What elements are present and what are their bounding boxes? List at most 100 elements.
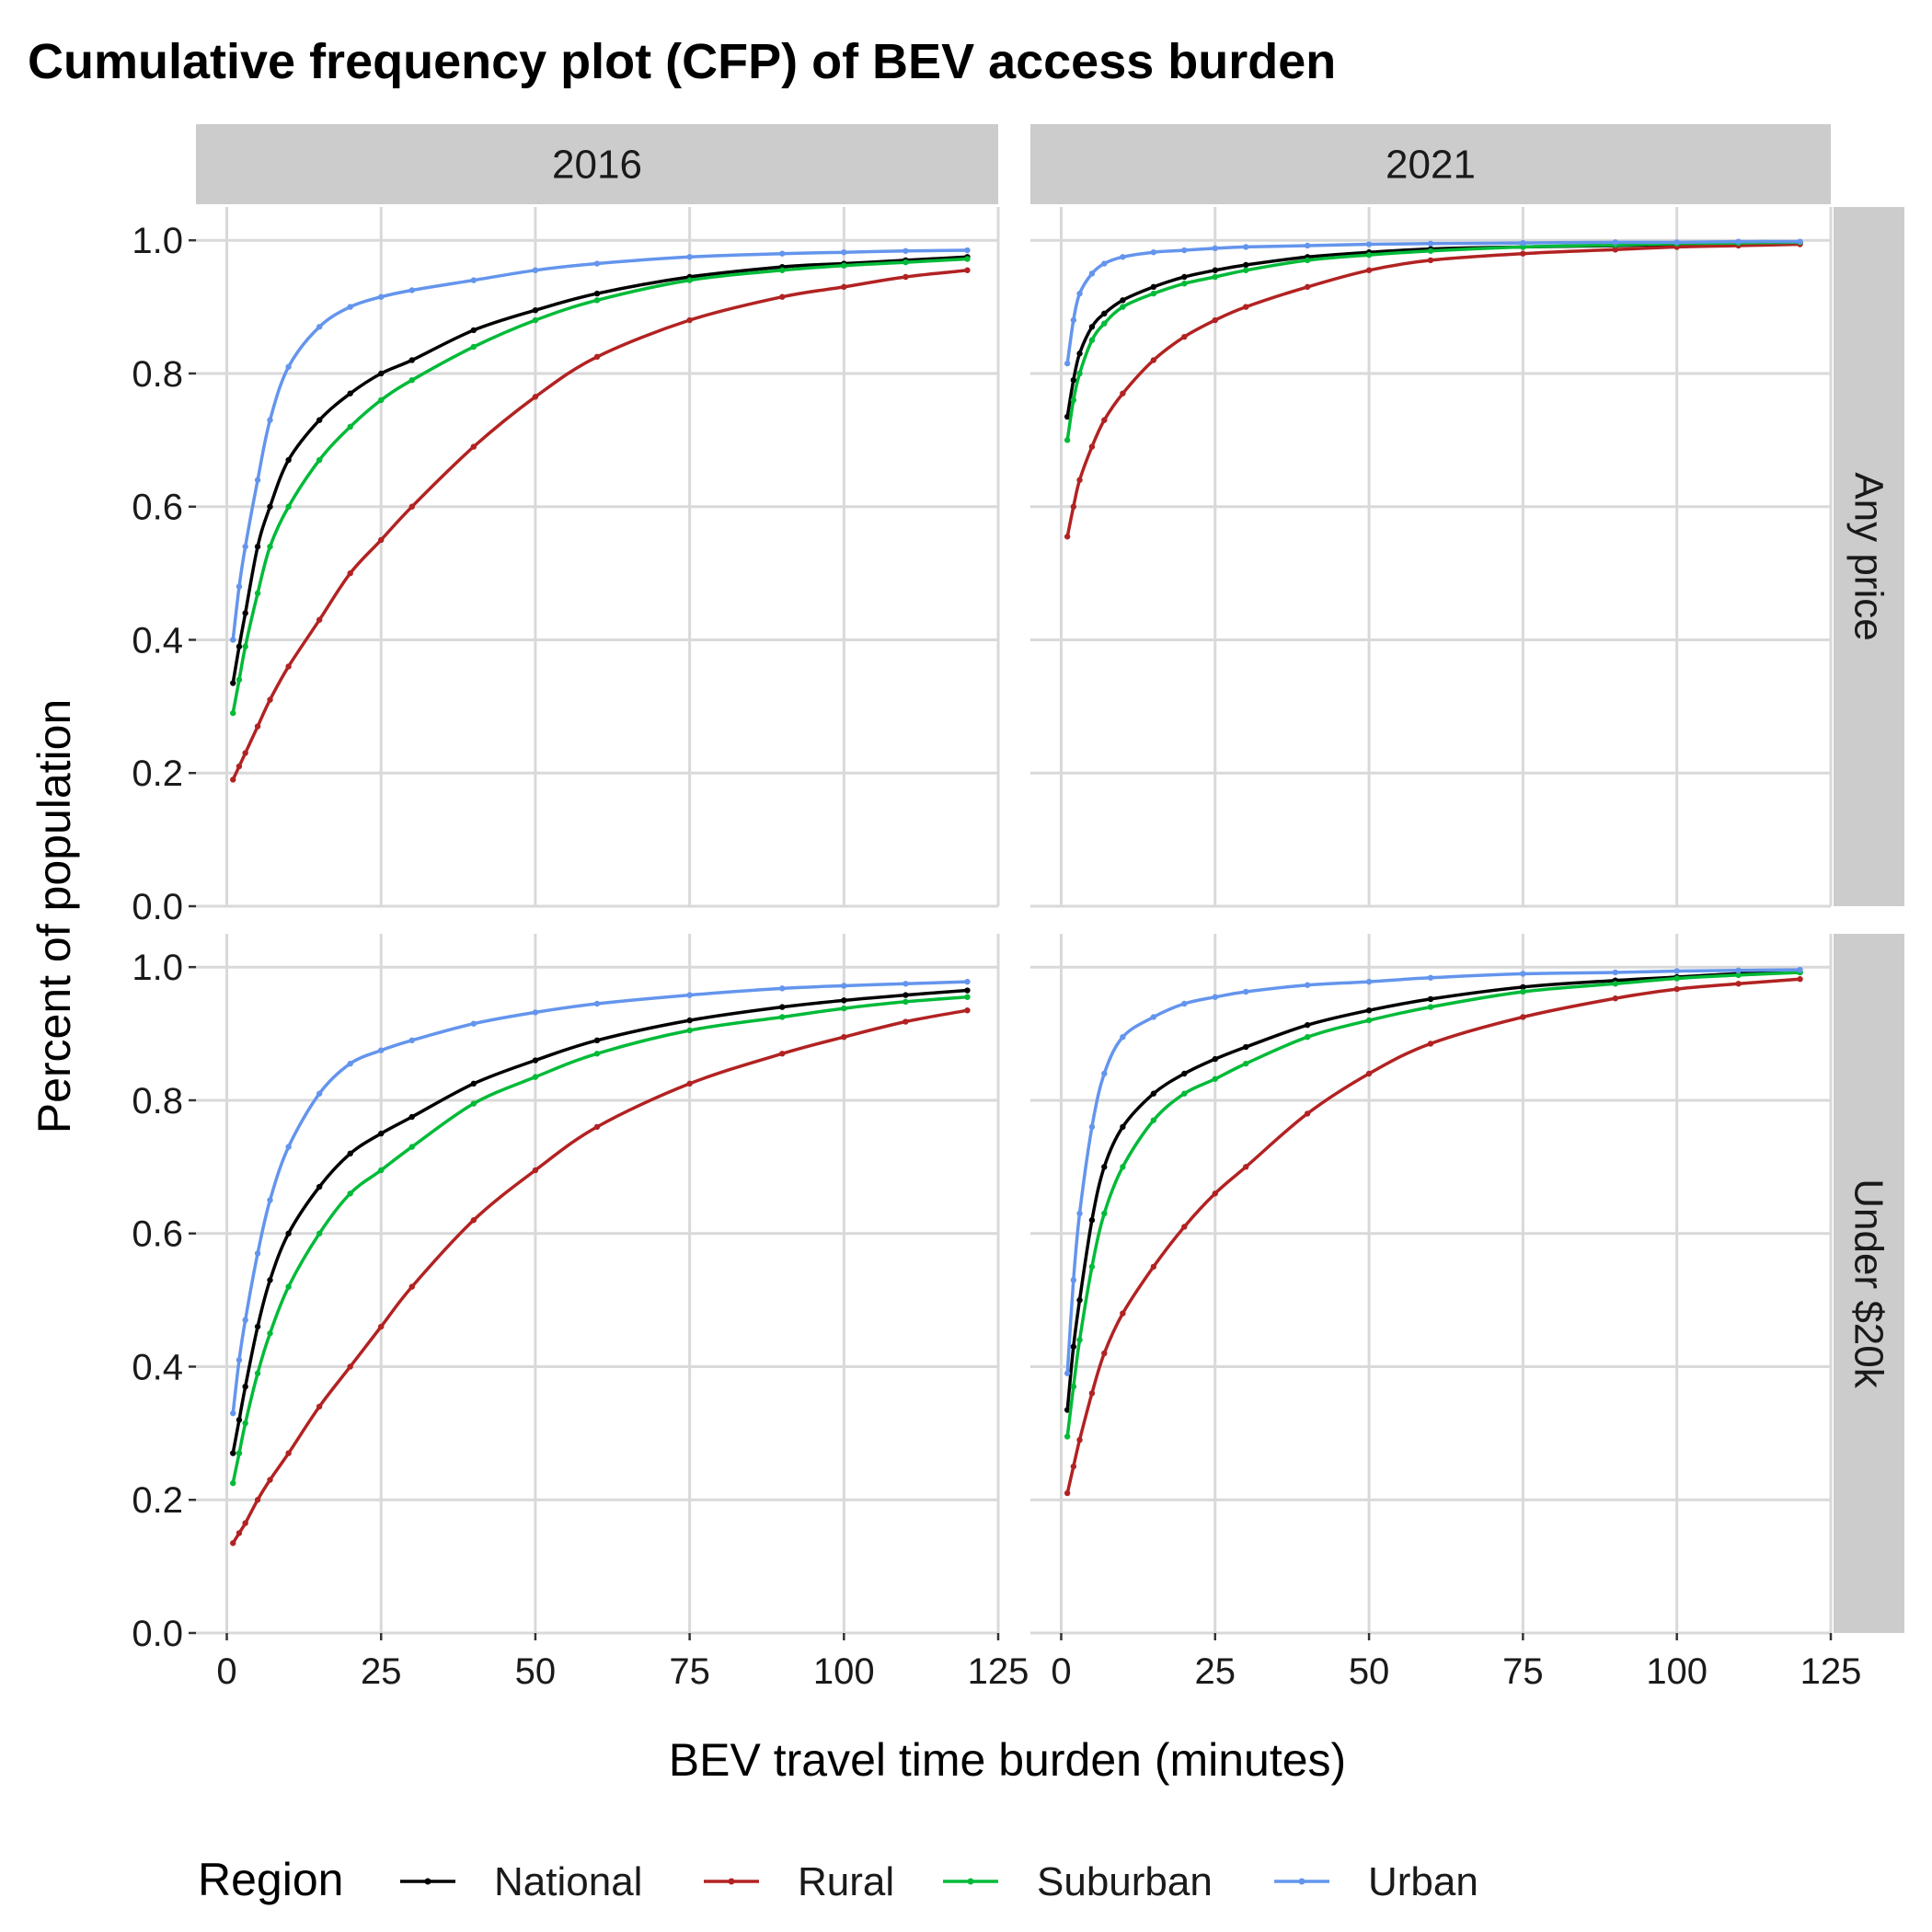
data-point-suburban [316, 1230, 323, 1236]
data-point-urban [1612, 969, 1618, 976]
data-point-rural [1088, 443, 1096, 450]
data-point-urban [1101, 260, 1108, 267]
data-point-national [593, 1037, 601, 1044]
x-tick-label: 100 [813, 1651, 875, 1692]
data-point-rural [1070, 1463, 1077, 1470]
data-point-rural [841, 283, 847, 291]
data-point-rural [1797, 976, 1803, 983]
x-tick-label: 25 [361, 1651, 402, 1692]
panel-backgrounds [196, 207, 1833, 1635]
data-point-rural [1612, 247, 1618, 253]
data-point-rural [1120, 1310, 1126, 1317]
data-point-urban [1064, 360, 1071, 367]
data-point-rural [1735, 981, 1742, 987]
facet-label-row: Any price [1846, 472, 1892, 640]
data-point-rural [532, 1167, 539, 1174]
data-point-suburban [779, 267, 786, 273]
data-point-urban [1076, 290, 1083, 297]
data-point-rural [230, 776, 236, 783]
legend-label-urban: Urban [1368, 1859, 1478, 1904]
data-point-national [1212, 267, 1218, 273]
data-point-urban [593, 1000, 601, 1007]
data-point-suburban [236, 1450, 243, 1456]
data-point-urban [1304, 242, 1311, 249]
data-point-national [532, 1057, 539, 1064]
data-point-suburban [242, 643, 248, 650]
data-point-urban [779, 985, 786, 992]
data-point-rural [1673, 985, 1680, 993]
data-point-urban [408, 287, 415, 293]
data-point-urban [1088, 270, 1096, 277]
data-point-urban [1070, 316, 1077, 324]
x-tick-label: 25 [1195, 1651, 1236, 1692]
data-point-rural [230, 1540, 236, 1547]
data-point-urban [1076, 1210, 1083, 1217]
data-point-national [242, 1383, 248, 1390]
data-point-urban [230, 1409, 236, 1417]
facet-strip-row [1834, 207, 1904, 906]
data-point-suburban [242, 1420, 248, 1427]
data-point-suburban [841, 1005, 847, 1012]
data-point-rural [903, 273, 909, 281]
data-point-urban [1673, 239, 1680, 246]
data-point-rural [316, 616, 323, 623]
data-point-suburban [267, 1330, 273, 1337]
data-point-suburban [285, 503, 292, 510]
data-point-urban [1070, 1277, 1077, 1283]
data-point-suburban [593, 297, 601, 304]
data-point-rural [532, 394, 539, 400]
data-point-urban [285, 363, 292, 370]
series-line-national [231, 988, 970, 1455]
data-point-rural [1304, 283, 1311, 291]
data-point-national [1243, 261, 1249, 269]
data-point-suburban [1150, 290, 1157, 297]
data-point-national [254, 1323, 261, 1330]
legend-label-national: National [494, 1859, 642, 1904]
data-point-urban [1150, 249, 1157, 256]
series-line-national [1065, 241, 1802, 419]
data-point-national [841, 997, 847, 1004]
data-point-suburban [1243, 1060, 1249, 1067]
series-line-rural [1065, 242, 1802, 539]
data-point-rural [1304, 1110, 1311, 1117]
x-tick-label: 0 [216, 1651, 236, 1692]
data-point-urban [779, 250, 786, 257]
series-line-urban [1065, 968, 1802, 1375]
data-point-national [1181, 1070, 1188, 1077]
data-point-urban [254, 1250, 261, 1257]
data-point-urban [267, 1197, 273, 1203]
data-point-urban [1064, 1370, 1071, 1376]
data-point-national [779, 1004, 786, 1010]
data-point-suburban [1212, 1075, 1218, 1082]
data-point-urban [285, 1144, 292, 1150]
data-point-suburban [1070, 1383, 1077, 1390]
data-point-suburban [254, 590, 261, 597]
data-point-urban [230, 637, 236, 643]
series-layer [230, 238, 1803, 1547]
data-point-rural [236, 763, 243, 770]
data-point-rural [1212, 1190, 1218, 1197]
data-point-urban [378, 1047, 385, 1053]
data-point-national [1076, 351, 1083, 357]
data-point-suburban [1520, 988, 1526, 995]
data-point-national [378, 1130, 385, 1137]
data-point-urban [903, 981, 909, 987]
data-point-urban [1243, 244, 1249, 250]
data-point-rural [1150, 357, 1157, 363]
data-point-suburban [378, 397, 385, 404]
data-point-rural [1076, 477, 1083, 483]
data-point-suburban [1120, 1164, 1126, 1170]
data-point-rural [1365, 1070, 1373, 1077]
data-point-suburban [347, 1190, 353, 1197]
legend-label-suburban: Suburban [1037, 1859, 1213, 1904]
series-line-national [231, 255, 970, 685]
strips-layer: 2016 2021 Any price Under $20k [196, 124, 1904, 1633]
facet-label-row: Under $20k [1846, 1179, 1892, 1388]
data-point-suburban [470, 1100, 477, 1107]
data-point-suburban [1181, 1090, 1188, 1097]
panel-2016-1 [230, 978, 971, 1547]
data-point-urban [841, 249, 847, 256]
data-point-urban [236, 1357, 243, 1363]
data-point-national [1365, 1007, 1373, 1014]
series-line-rural [231, 1008, 970, 1546]
